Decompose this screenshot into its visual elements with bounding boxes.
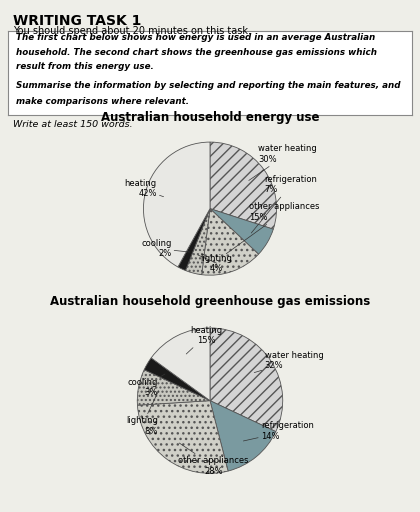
Text: heating
15%: heating 15% [186, 326, 223, 354]
Text: other appliances
28%: other appliances 28% [178, 443, 249, 476]
Wedge shape [202, 209, 259, 275]
Text: refrigeration
14%: refrigeration 14% [243, 421, 314, 441]
Text: You should spend about 20 minutes on this task.: You should spend about 20 minutes on thi… [13, 26, 251, 36]
Text: cooling
2%: cooling 2% [141, 239, 189, 258]
Title: Australian household greenhouse gas emissions: Australian household greenhouse gas emis… [50, 295, 370, 308]
Wedge shape [210, 209, 273, 254]
Text: Summarise the information by selecting and reporting the main features, and: Summarise the information by selecting a… [16, 81, 401, 91]
Text: refrigeration
7%: refrigeration 7% [251, 175, 318, 233]
Text: WRITING TASK 1: WRITING TASK 1 [13, 14, 141, 28]
Wedge shape [178, 209, 210, 270]
Wedge shape [151, 328, 210, 400]
Text: lighting
4%: lighting 4% [198, 253, 233, 273]
Text: other appliances
15%: other appliances 15% [226, 202, 319, 254]
Wedge shape [210, 400, 276, 471]
Wedge shape [144, 142, 210, 267]
Text: Write at least 150 words.: Write at least 150 words. [13, 120, 132, 130]
Wedge shape [210, 328, 283, 432]
Wedge shape [137, 400, 228, 473]
Wedge shape [137, 370, 210, 405]
Text: water heating
30%: water heating 30% [249, 144, 317, 180]
Wedge shape [210, 142, 276, 229]
Wedge shape [144, 358, 210, 400]
Text: result from this energy use.: result from this energy use. [16, 62, 154, 71]
Wedge shape [186, 209, 210, 274]
Text: water heating
32%: water heating 32% [254, 351, 323, 373]
Text: cooling
3%: cooling 3% [127, 374, 165, 397]
Title: Australian household energy use: Australian household energy use [101, 111, 319, 124]
Text: make comparisons where relevant.: make comparisons where relevant. [16, 97, 189, 105]
Text: heating
42%: heating 42% [125, 179, 163, 198]
Text: lighting
8%: lighting 8% [126, 391, 159, 436]
Text: The first chart below shows how energy is used in an average Australian: The first chart below shows how energy i… [16, 33, 376, 42]
Text: household. The second chart shows the greenhouse gas emissions which: household. The second chart shows the gr… [16, 48, 378, 57]
